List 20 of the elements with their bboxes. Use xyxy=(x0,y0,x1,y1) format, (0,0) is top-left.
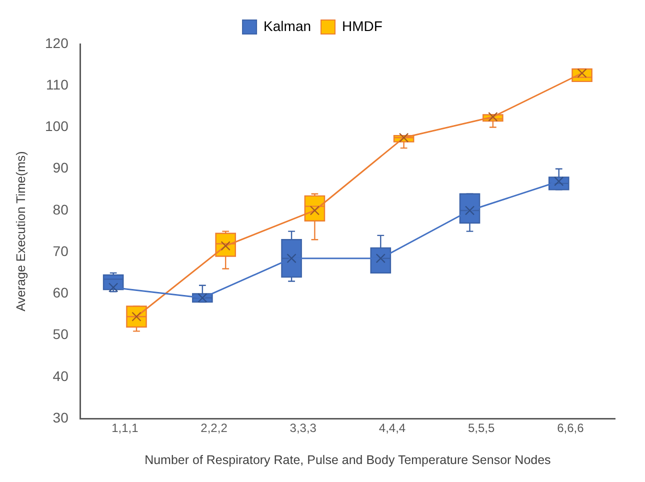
x-tick-label: 6,6,6 xyxy=(557,421,584,436)
y-tick-label: 120 xyxy=(45,34,69,51)
x-tick-label: 4,4,4 xyxy=(378,421,406,436)
y-tick-label: 30 xyxy=(52,409,69,426)
y-tick-label: 70 xyxy=(52,242,69,259)
x-tick-label: 1,1,1 xyxy=(112,421,139,436)
x-tick-label: 2,2,2 xyxy=(200,421,228,436)
y-tick-label: 90 xyxy=(52,160,69,176)
x-tick-label: 3,3,3 xyxy=(290,421,317,436)
y-axis-title: Average Execution Time(ms) xyxy=(14,151,28,312)
y-tick-label: 100 xyxy=(45,118,69,134)
y-tick-label: 60 xyxy=(52,284,69,301)
y-tick-label: 110 xyxy=(46,76,69,92)
y-tick-label: 50 xyxy=(52,326,69,342)
x-tick-label: 5,5,5 xyxy=(468,421,496,436)
legend-label: Kalman xyxy=(264,18,312,34)
legend-label: HMDF xyxy=(342,18,382,34)
y-tick-label: 80 xyxy=(52,201,69,218)
x-axis-title: Number of Respiratory Rate, Pulse and Body Temperature Sensor Nodes xyxy=(144,452,551,467)
y-tick-label: 40 xyxy=(52,368,69,384)
